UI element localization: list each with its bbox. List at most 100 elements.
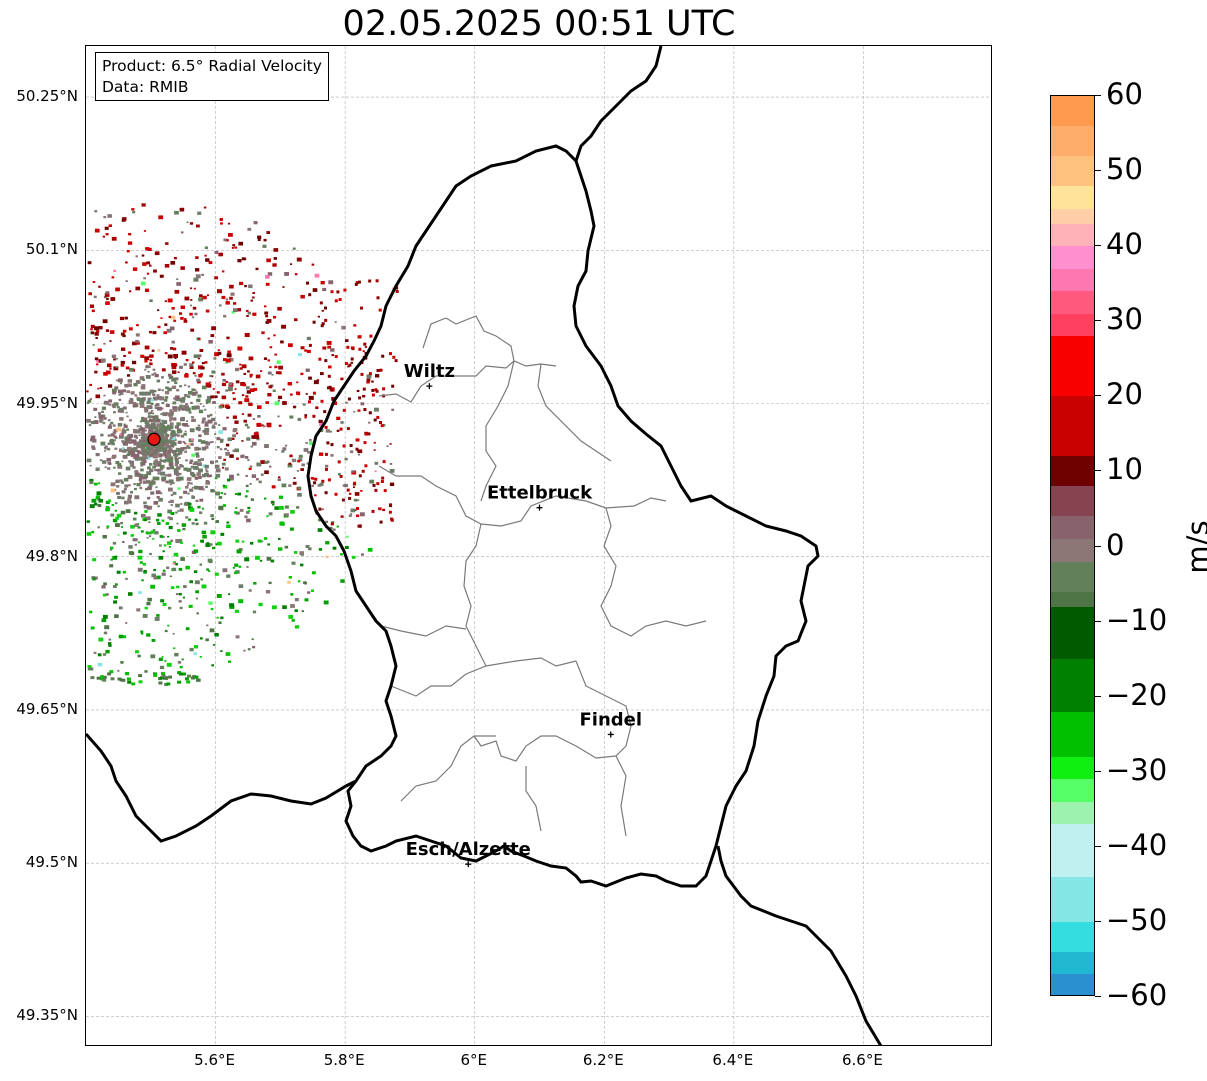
canton-border-echternach	[463, 523, 487, 667]
canton-border-luxembourg-west	[390, 657, 577, 697]
radar-velocity-echoes	[86, 203, 399, 686]
city-label: Ettelbruck	[487, 483, 593, 504]
luxembourg-border	[306, 144, 820, 888]
canton-border-capellen	[380, 625, 467, 637]
colorbar-segment	[1051, 156, 1094, 187]
canton-border-dudelange	[525, 766, 542, 832]
colorbar-tick-label: −30	[1106, 752, 1168, 787]
colorbar-tick-mark	[1095, 545, 1101, 547]
colorbar	[1050, 95, 1095, 996]
colorbar-unit-label: m/s	[1181, 520, 1207, 574]
colorbar-segment	[1051, 291, 1094, 314]
lat-tick-label: 49.95°N	[16, 393, 78, 412]
colorbar-segment	[1051, 246, 1094, 269]
colorbar-segment	[1051, 606, 1094, 660]
colorbar-segment	[1051, 208, 1094, 224]
canton-border-diekirch-east	[480, 360, 515, 502]
map-title: 02.05.2025 00:51 UTC	[342, 4, 736, 44]
map-canvas: Wiltz Ettelbruck Findel Esch/Alzette	[86, 46, 991, 1045]
colorbar-segment	[1051, 126, 1094, 157]
canton-border-remich	[575, 660, 632, 837]
canton-border-clervaux-vianden	[537, 363, 612, 462]
lat-tick-label: 50.1°N	[25, 240, 78, 259]
colorbar-segment	[1051, 779, 1094, 802]
lat-tick-label: 49.65°N	[16, 699, 78, 718]
colorbar-tick-mark	[1095, 770, 1101, 772]
lon-tick-label: 6.6°E	[842, 1051, 883, 1069]
lat-tick-label: 49.35°N	[16, 1006, 78, 1025]
colorbar-tick-mark	[1095, 845, 1101, 847]
data-source-label: Data: RMIB	[102, 78, 189, 96]
lat-tick-label: 49.8°N	[25, 546, 78, 565]
lat-tick-label: 49.5°N	[25, 853, 78, 872]
colorbar-tick-label: −50	[1106, 902, 1168, 937]
canton-borders	[378, 315, 707, 837]
map-area[interactable]: Wiltz Ettelbruck Findel Esch/Alzette Produc…	[85, 45, 992, 1046]
colorbar-tick-mark	[1095, 620, 1101, 622]
colorbar-segment	[1051, 486, 1094, 517]
colorbar-tick-label: −20	[1106, 677, 1168, 712]
lon-tick-label: 6.2°E	[582, 1051, 624, 1069]
colorbar-segment	[1051, 538, 1094, 562]
colorbar-segment	[1051, 223, 1094, 247]
colorbar-segment	[1051, 801, 1094, 825]
colorbar-segment	[1051, 396, 1094, 457]
city-marker-icon	[607, 731, 614, 738]
colorbar-segment	[1051, 456, 1094, 487]
border-belgium-france	[86, 733, 357, 843]
lon-tick-label: 6°E	[460, 1051, 487, 1069]
product-info-box: Product: 6.5° Radial Velocity Data: RMIB	[95, 52, 329, 101]
gridlines	[86, 46, 991, 1045]
canton-border-luxembourg-south	[473, 735, 617, 762]
canton-border-mersch	[378, 465, 667, 527]
colorbar-segment	[1051, 659, 1094, 712]
colorbar-tick-mark	[1095, 395, 1101, 397]
canton-border-wiltz-clervaux	[422, 315, 515, 362]
colorbar-segment	[1051, 516, 1094, 539]
colorbar-tick-mark	[1095, 996, 1101, 997]
colorbar-tick-label: −60	[1106, 978, 1168, 1012]
lat-tick-label: 50.25°N	[16, 87, 78, 106]
colorbar-segment	[1051, 591, 1094, 607]
border-germany-east	[716, 845, 883, 1045]
canton-border-esch	[400, 735, 496, 802]
colorbar-tick-mark	[1095, 95, 1101, 96]
colorbar-tick-mark	[1095, 320, 1101, 322]
colorbar-tick-mark	[1095, 170, 1101, 172]
city-label: Esch/Alzette	[406, 839, 531, 860]
colorbar-tick-label: 40	[1106, 227, 1143, 262]
product-label: Product: 6.5° Radial Velocity	[102, 57, 322, 75]
colorbar-segment	[1051, 824, 1094, 877]
colorbar-tick-mark	[1095, 470, 1101, 472]
colorbar-segment	[1051, 921, 1094, 952]
colorbar-segment	[1051, 186, 1094, 209]
colorbar-tick-label: 10	[1106, 452, 1143, 487]
colorbar-tick-mark	[1095, 920, 1101, 922]
border-germany-north	[574, 46, 663, 162]
city-marker-icon	[465, 861, 472, 868]
colorbar-tick-label: 20	[1106, 377, 1143, 412]
city-label: Findel	[579, 709, 642, 730]
colorbar-tick-label: −40	[1106, 827, 1168, 862]
colorbar-segment	[1051, 711, 1094, 757]
colorbar-tick-label: 50	[1106, 152, 1143, 187]
colorbar-segment	[1051, 96, 1094, 127]
canton-border-grevenmacher	[600, 507, 707, 637]
colorbar-segment	[1051, 268, 1094, 292]
radar-site-marker	[147, 432, 161, 446]
colorbar-tick-mark	[1095, 245, 1101, 247]
country-border	[86, 46, 883, 1045]
city-label: Wiltz	[404, 361, 455, 382]
colorbar-segment	[1051, 313, 1094, 337]
colorbar-segment	[1051, 876, 1094, 922]
city-marker-icon	[536, 504, 543, 511]
lon-tick-label: 5.6°E	[194, 1051, 235, 1069]
colorbar-tick-label: 0	[1106, 527, 1125, 562]
colorbar-tick-label: 30	[1106, 302, 1143, 337]
canton-border-north	[378, 360, 557, 403]
colorbar-segment	[1051, 336, 1094, 397]
colorbar-segment	[1051, 951, 1094, 975]
city-marker-icon	[426, 383, 433, 390]
colorbar-tick-label: −10	[1106, 602, 1168, 637]
lon-tick-label: 6.4°E	[712, 1051, 754, 1069]
